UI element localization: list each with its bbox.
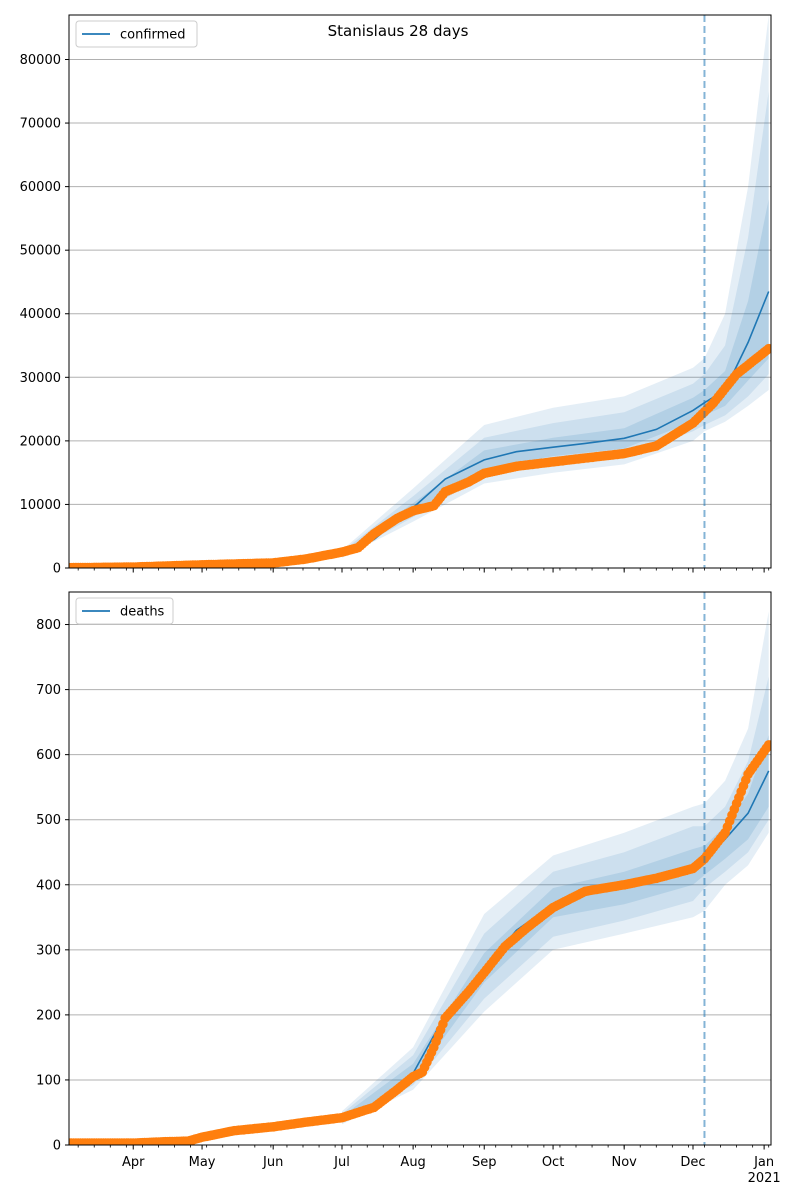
x-tick-label: Sep <box>472 1155 497 1170</box>
x-tick-label: Aug <box>400 1155 425 1170</box>
confirmed-panel: 0 10000 20000 30000 40000 50000 60000 70000 8000… <box>20 14 772 577</box>
observed-points <box>69 740 771 1145</box>
y-tick-label: 300 <box>36 943 61 958</box>
y-tick-label: 10000 <box>20 498 61 513</box>
y-tick-label: 20000 <box>20 434 61 449</box>
y-tick-label: 0 <box>53 1139 61 1154</box>
y-tick-label: 40000 <box>20 307 61 322</box>
chart-title: Stanislaus 28 days <box>328 22 469 40</box>
deaths-panel: 0 100 200 300 400 500 600 700 800 Apr May Jun Jul Aug… <box>36 591 781 1186</box>
y-tick-label: 100 <box>36 1073 61 1088</box>
x-tick-label: Nov <box>611 1155 637 1170</box>
y-tick-label: 600 <box>36 748 61 763</box>
x-tick-label: May <box>189 1155 216 1170</box>
confidence-band-outer <box>342 15 769 558</box>
y-tick-label: 400 <box>36 878 61 893</box>
observed-points <box>69 343 771 568</box>
y-tick-label: 700 <box>36 683 61 698</box>
x-tick-label: Oct <box>542 1155 564 1170</box>
legend: confirmed <box>75 20 198 48</box>
y-tick-label: 200 <box>36 1008 61 1023</box>
observed-point <box>763 343 771 354</box>
legend-label: confirmed <box>120 28 186 43</box>
confidence-band-inner <box>342 735 769 1121</box>
legend: deaths <box>75 597 174 625</box>
y-tick-label: 800 <box>36 618 61 633</box>
y-tick-label: 30000 <box>20 371 61 386</box>
legend-box <box>75 597 174 625</box>
y-tick-label: 0 <box>53 562 61 577</box>
x-tick-label: Jun <box>262 1155 283 1170</box>
y-tick-label: 50000 <box>20 244 61 259</box>
x-tick-label: Jul <box>333 1155 350 1170</box>
x-tick-label: Jan <box>753 1155 774 1170</box>
confidence-band-outer <box>342 611 769 1125</box>
y-tick-label: 60000 <box>20 180 61 195</box>
x-year-label: 2021 <box>748 1171 781 1186</box>
y-tick-label: 500 <box>36 813 61 828</box>
y-tick-label: 70000 <box>20 117 61 132</box>
x-tick-label: Apr <box>122 1155 145 1170</box>
plot-frame <box>68 591 772 1146</box>
x-tick-label: Dec <box>680 1155 705 1170</box>
y-tick-label: 80000 <box>20 53 61 68</box>
legend-label: deaths <box>120 605 165 620</box>
observed-point <box>763 740 771 750</box>
plot-frame <box>68 14 772 569</box>
legend-box <box>75 20 198 48</box>
